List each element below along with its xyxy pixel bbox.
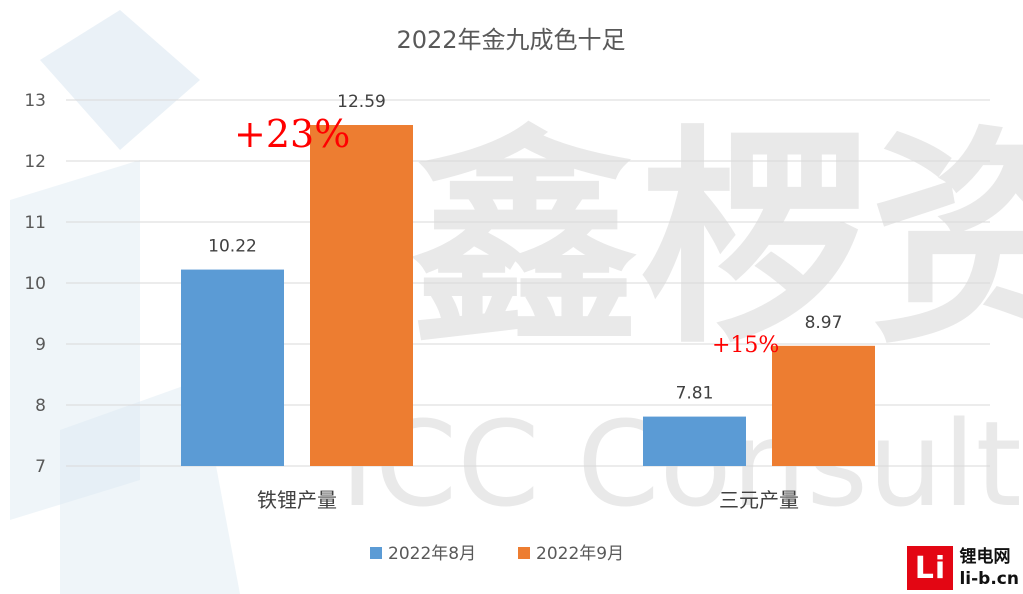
- legend-swatch: [370, 547, 382, 559]
- bar: [310, 125, 413, 466]
- bar: [772, 345, 875, 466]
- legend: 2022年8月 2022年9月: [370, 544, 624, 564]
- y-tick-label: 13: [24, 91, 46, 111]
- y-tick-label: 7: [35, 457, 46, 477]
- data-label: 10.22: [208, 237, 257, 257]
- data-label: 7.81: [676, 384, 714, 404]
- data-labels: 10.22 12.59 7.81 8.97 +23% +15%: [208, 92, 842, 404]
- x-category-label: 三元产量: [719, 488, 799, 512]
- y-tick-label: 8: [35, 396, 46, 416]
- growth-annotation: +23%: [234, 112, 350, 156]
- watermark: 鑫椤资讯 ICC Consulting: [10, 10, 1023, 594]
- brand-text: 锂电网 li-b.cn: [959, 546, 1019, 590]
- chart-title: 2022年金九成色十足: [396, 26, 625, 54]
- growth-annotation: +15%: [712, 333, 779, 358]
- legend-label: 2022年9月: [536, 544, 624, 564]
- y-axis-ticks: 7 8 9 10 11 12 13: [24, 91, 46, 477]
- y-tick-label: 12: [24, 152, 46, 172]
- bars: [181, 125, 875, 466]
- legend-label: 2022年8月: [388, 544, 476, 564]
- data-label: 12.59: [337, 92, 386, 112]
- x-category-label: 铁锂产量: [257, 488, 337, 512]
- legend-swatch: [518, 547, 530, 559]
- x-axis-categories: 铁锂产量 三元产量: [257, 488, 799, 512]
- y-tick-label: 10: [24, 274, 46, 294]
- data-label: 8.97: [805, 313, 843, 333]
- brand-logo: Li 锂电网 li-b.cn: [907, 546, 1019, 590]
- watermark-cn: 鑫椤资讯: [410, 108, 1023, 375]
- brand-name: 锂电网: [959, 547, 1011, 567]
- y-tick-label: 9: [35, 335, 46, 355]
- brand-mark: Li: [907, 546, 954, 590]
- bar: [643, 416, 746, 466]
- bar: [181, 269, 284, 466]
- brand-site: li-b.cn: [959, 569, 1019, 589]
- y-tick-label: 11: [24, 213, 46, 233]
